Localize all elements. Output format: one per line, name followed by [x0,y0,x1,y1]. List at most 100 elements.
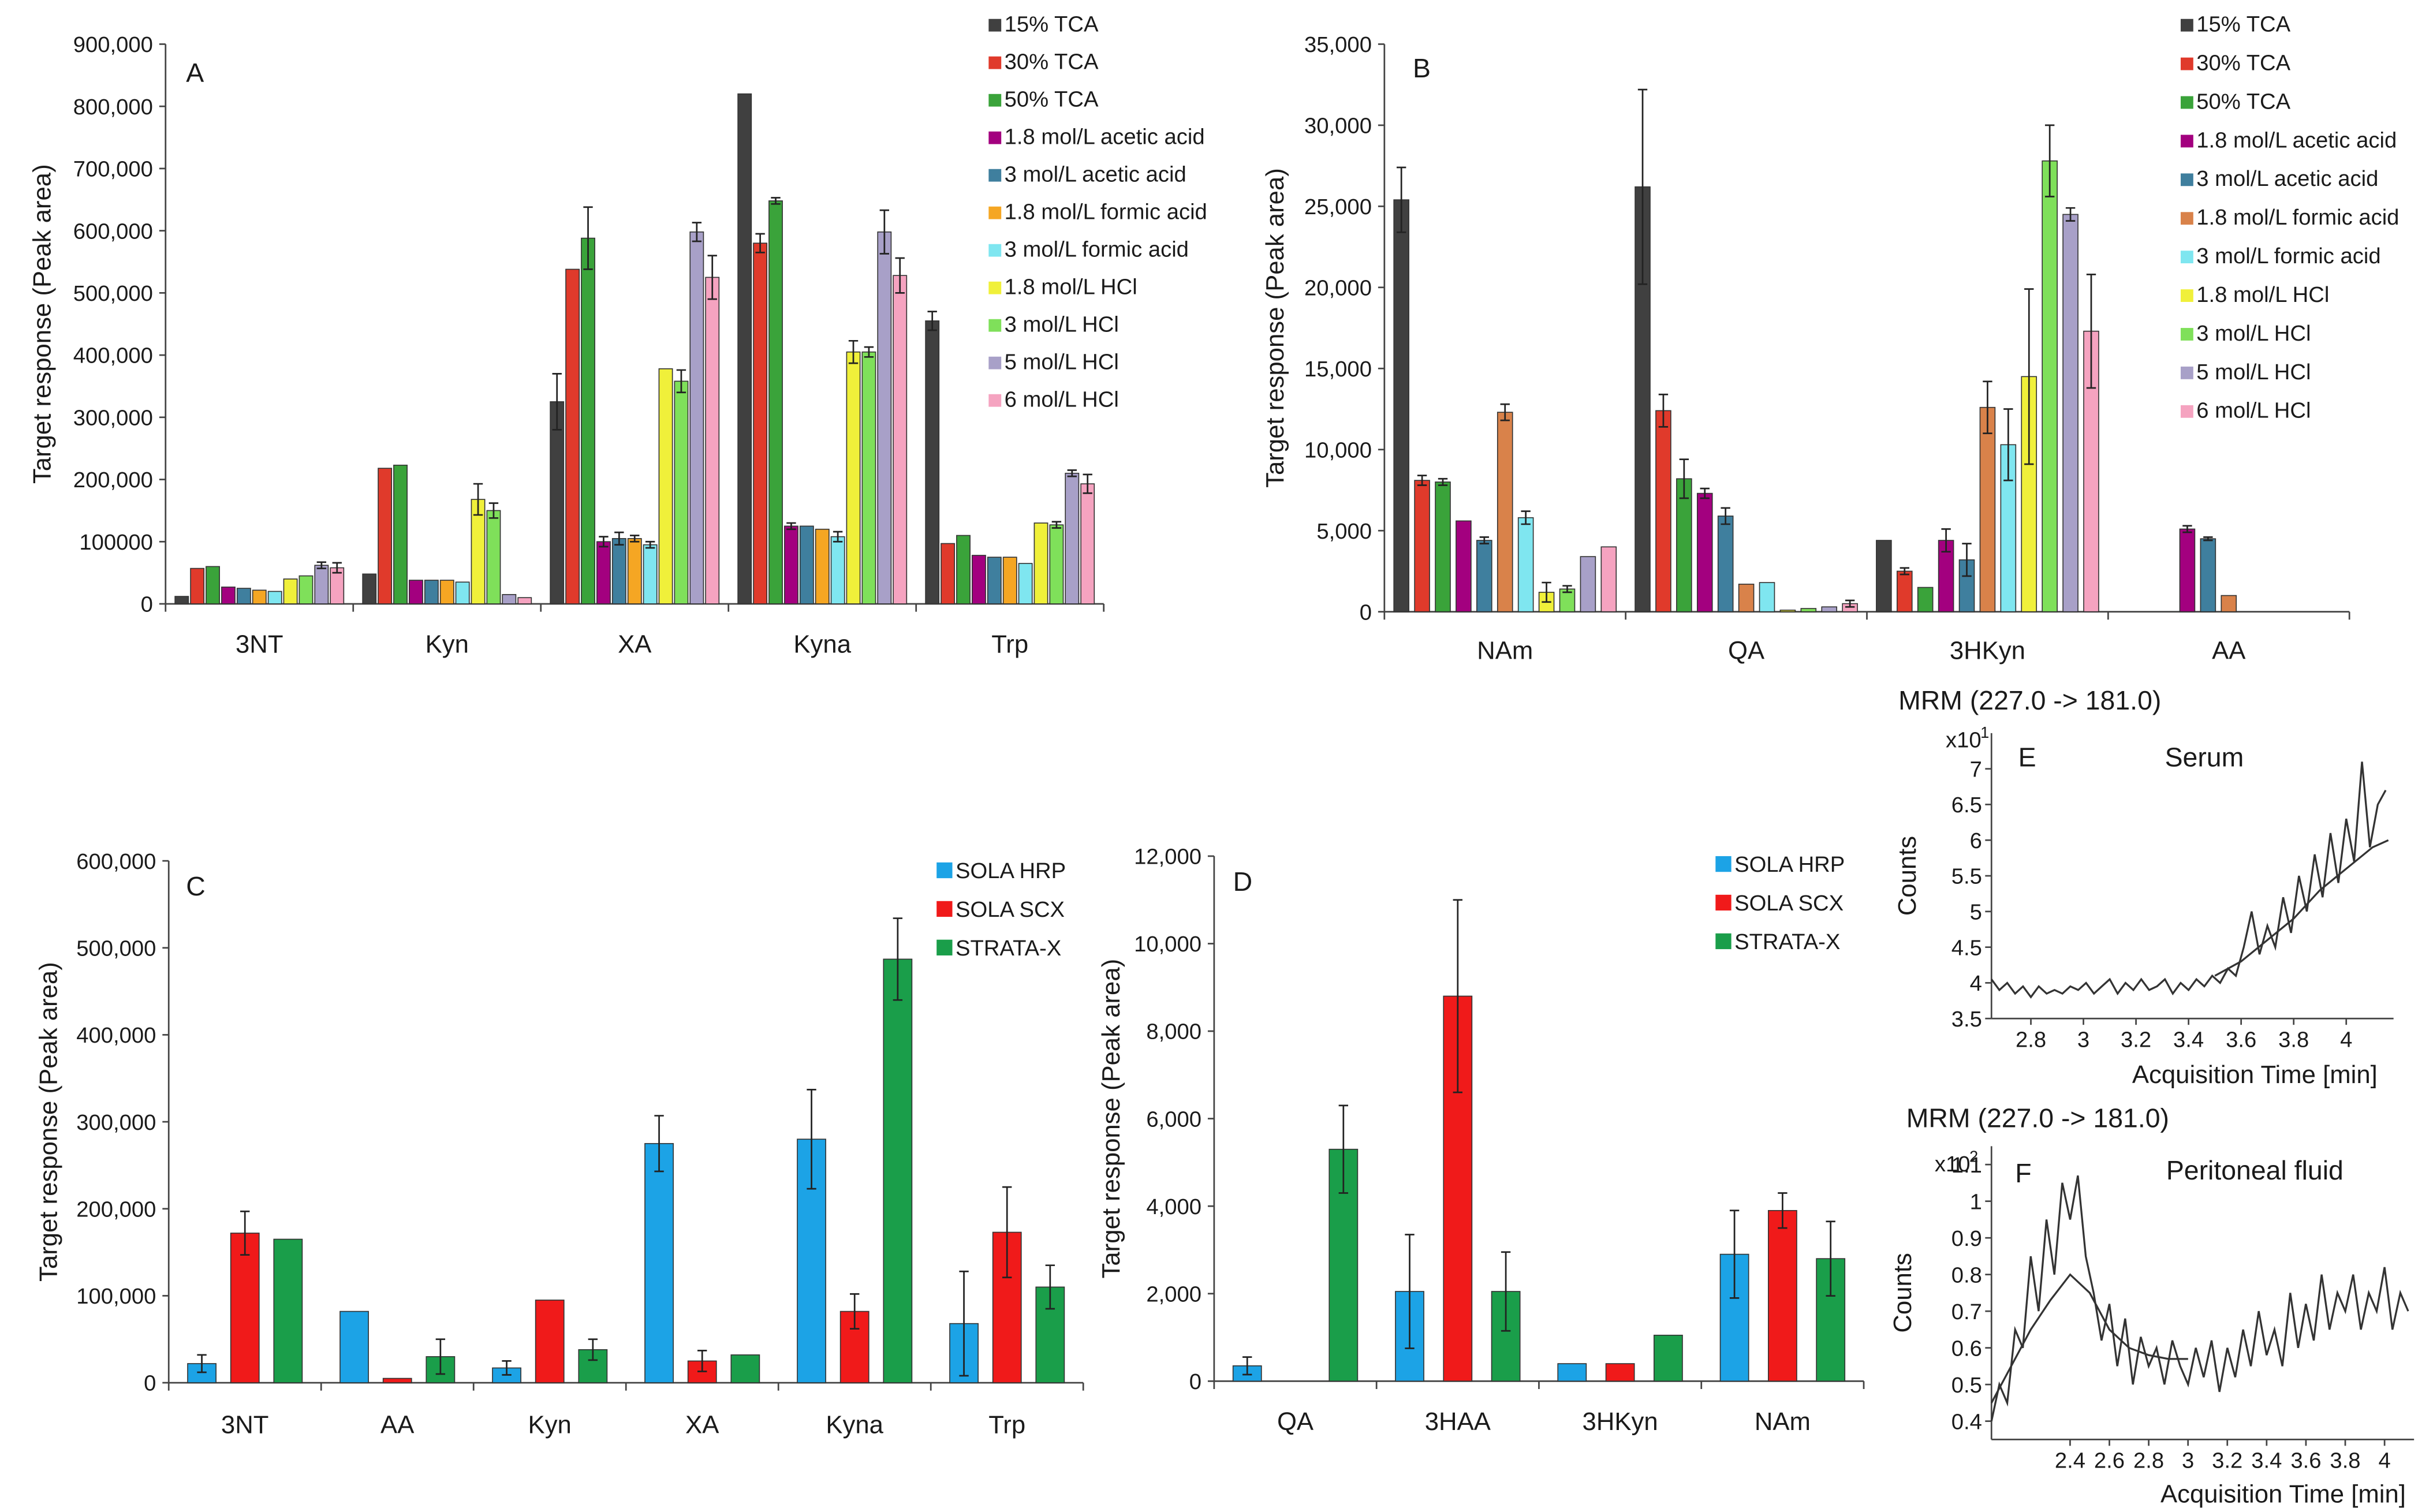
x-tick-label: 3.4 [2173,1027,2204,1052]
legend-swatch [936,901,953,917]
bar [2221,595,2237,613]
y-tick-label: 35,000 [1304,32,1372,57]
bar [925,320,940,604]
bar [236,588,251,604]
bar [1917,587,1934,613]
y-tick-label: 600,000 [76,849,156,874]
bar [252,589,267,604]
x-category-label: Trp [991,630,1028,659]
x-tick-label: 3.8 [2330,1448,2360,1473]
chart-panel-c: 0 100,000 200,000 300,000 400,000 500,000 600,… [0,835,1104,1512]
y-tick-label: 12,000 [1134,845,1201,869]
bar [1517,517,1534,613]
legend-swatch [988,356,1002,369]
legend-swatch [2180,173,2193,186]
legend-swatch [988,131,1002,144]
y-tick-label: 0.5 [1951,1373,1982,1398]
bar [339,1311,369,1383]
panel-letter: A [186,58,204,88]
bar [658,368,673,604]
bar [956,535,971,604]
y-scale-label: x10 [1946,727,1982,752]
chart-a-svg: 0 100000 200,000 300,000 400,000 500,000 600,0… [28,12,1207,659]
legend-swatch [2180,212,2193,225]
y-tick-label: 0.6 [1951,1336,1982,1361]
chart-c-svg: 0 100,000 200,000 300,000 400,000 500,000 600,… [34,849,1084,1439]
y-tick-label: 6 [1970,828,1982,853]
bar [611,538,626,604]
bar [893,275,908,604]
legend-entry: 6 mol/L HCl [1005,387,1119,412]
bar [689,231,704,604]
y-tick-label: 200,000 [76,1197,156,1222]
legend-swatch [2180,405,2193,418]
legend-entry: 30% TCA [1005,50,1099,74]
bar [1065,472,1080,604]
y-axis-label: Target response (Peak area) [34,962,62,1282]
bar [502,593,517,604]
y-tick-label: 400,000 [76,1023,156,1048]
legend-swatch [2180,96,2193,109]
chart-b-svg: 0 5,000 10,000 15,000 20,000 25,000 30,000 35,0… [1261,12,2399,665]
y-tick-label: 6,000 [1146,1107,1201,1132]
y-tick-label: 200,000 [73,468,153,492]
y-tick-label: 5 [1970,900,1982,925]
chart-panel-f: MRM (227.0 -> 181.0) F Peritoneal fluid Cou… [1876,1096,2433,1512]
y-tick-label: 600,000 [73,219,153,244]
bar [861,351,876,604]
chart-panel-e: MRM (227.0 -> 181.0) E Serum Counts x10 1 3.5 4… [1876,678,2433,1103]
bar [565,268,580,604]
legend-swatch [2180,135,2193,148]
legend-entry: SOLA HRP [1734,852,1845,877]
bar [877,231,892,604]
x-tick-label: 3.4 [2251,1448,2282,1473]
legend-entry: STRATA-X [1734,929,1840,954]
bar [550,401,565,604]
bar [1759,582,1775,613]
bar [2179,528,2196,613]
bar [705,277,720,604]
y-tick-label: 25,000 [1304,195,1372,219]
y-scale-exponent: 2 [1969,1148,1978,1166]
y-tick-label: 500,000 [76,936,156,961]
x-category-label: QA [1728,637,1765,665]
bar [783,525,798,604]
legend-entry: 15% TCA [2196,12,2290,37]
bar [1717,516,1734,613]
legend-swatch [988,319,1002,332]
y-tick-label: 6.5 [1951,793,1982,817]
bar [206,566,220,604]
bar [424,580,439,604]
x-axis-label: Acquisition Time [min] [2160,1480,2406,1509]
y-tick-label: 3.5 [1951,1007,1982,1032]
x-category-label: Kyn [426,630,469,659]
x-category-label: Kyn [528,1410,572,1439]
legend-swatch [988,394,1002,407]
bar [1779,609,1796,613]
x-category-label: XA [685,1410,719,1439]
x-category-label: Kyna [793,630,851,659]
x-category-label: NAm [1755,1408,1811,1436]
y-tick-label: 4.5 [1951,935,1982,960]
bar [1393,199,1409,613]
y-tick-label: 400,000 [73,344,153,368]
y-tick-label: 0.4 [1951,1409,1982,1434]
x-tick-label: 4 [2378,1448,2390,1473]
bar [1979,406,1996,613]
bar [1800,608,1817,613]
bar [1033,522,1048,604]
legend-swatch [2180,366,2193,379]
bar [643,544,658,604]
y-tick-label: 0 [1360,600,1372,625]
y-tick-label: 900,000 [73,32,153,57]
bar [674,380,689,604]
y-tick-label: 8,000 [1146,1020,1201,1044]
y-tick-label: 100000 [79,530,153,555]
bar [987,557,1002,604]
x-category-label: AA [2212,637,2246,665]
x-tick-label: 2.8 [2133,1448,2164,1473]
x-category-label: XA [618,630,652,659]
bar [1655,410,1671,613]
signal-trace [1990,1175,2409,1422]
legend-entry: 5 mol/L HCl [2196,360,2311,384]
